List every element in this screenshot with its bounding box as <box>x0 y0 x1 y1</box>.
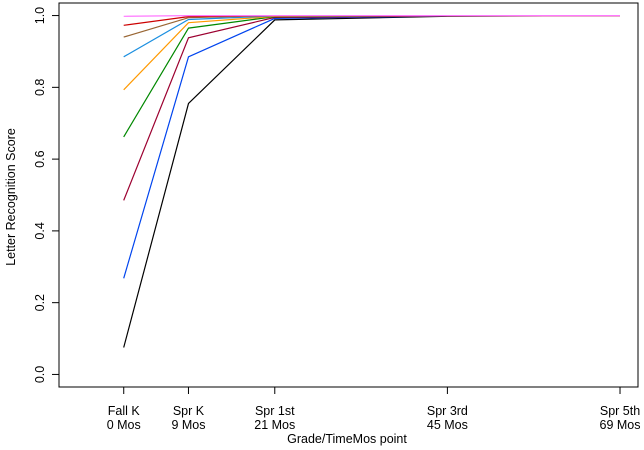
x-tick-label-time: 45 Mos <box>427 418 468 432</box>
x-tick-label-grade: Spr 3rd <box>427 404 468 418</box>
y-tick-label: 0.0 <box>33 366 47 383</box>
x-tick-label-grade: Spr 5th <box>600 404 640 418</box>
y-axis: 0.0 0.2 0.4 0.6 0.8 1.0 <box>33 7 60 383</box>
series-layer <box>123 15 621 348</box>
x-tick-label-grade: Spr 1st <box>255 404 295 418</box>
y-tick-label: 0.8 <box>33 79 47 96</box>
y-tick-label: 0.2 <box>33 294 47 311</box>
x-tick-label-time: 69 Mos <box>600 418 641 432</box>
x-axis-title: Grade/TimeMos point <box>287 432 407 446</box>
y-tick-label: 0.4 <box>33 222 47 239</box>
x-tick-label-grade: Fall K <box>108 404 141 418</box>
y-tick-label: 0.6 <box>33 150 47 167</box>
x-tick-label-time: 9 Mos <box>171 418 205 432</box>
y-axis-title: Letter Recognition Score <box>4 128 18 266</box>
series-line-9 <box>123 15 620 17</box>
x-tick-label-time: 0 Mos <box>107 418 141 432</box>
x-tick-label-grade: Spr K <box>173 404 205 418</box>
y-tick-label: 1.0 <box>33 7 47 24</box>
x-tick-label-time: 21 Mos <box>254 418 295 432</box>
